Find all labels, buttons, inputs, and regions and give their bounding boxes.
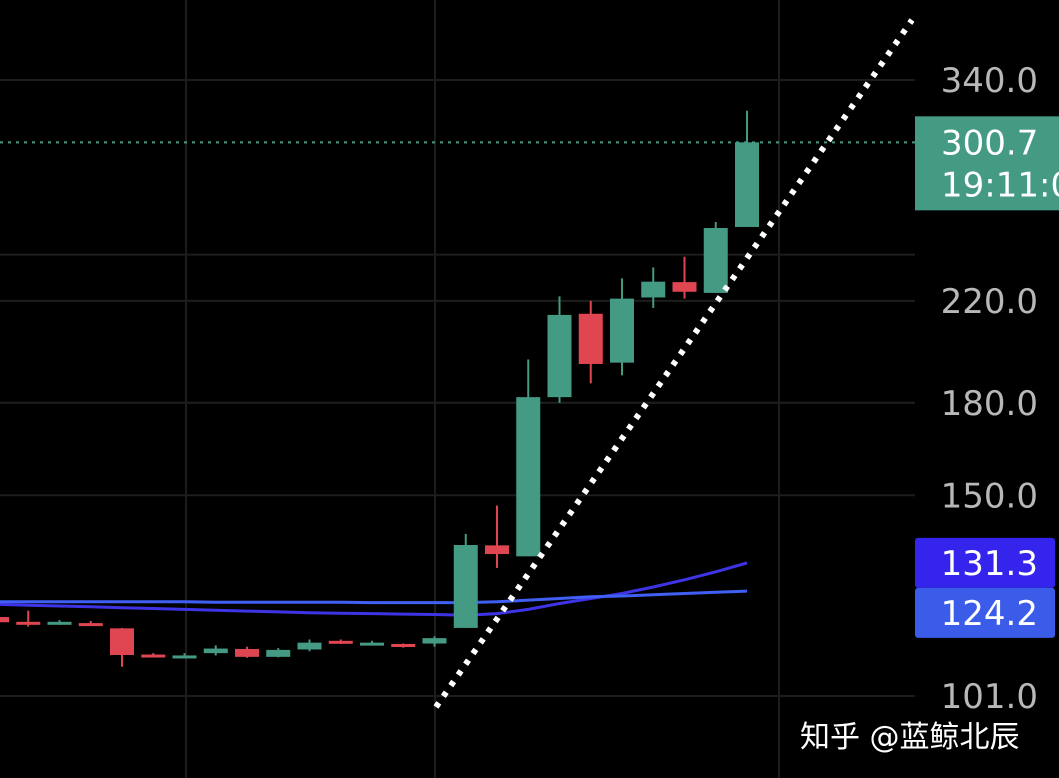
last-price-badge-bg bbox=[915, 116, 1059, 211]
candle-15 bbox=[453, 533, 478, 628]
candle-11 bbox=[328, 639, 353, 644]
candle-body bbox=[360, 642, 384, 646]
candle-24 bbox=[735, 110, 759, 227]
candle-16 bbox=[485, 505, 509, 568]
candle-5 bbox=[141, 653, 166, 658]
candle-body bbox=[516, 397, 541, 557]
moving-average-lines bbox=[0, 561, 748, 617]
candle-9 bbox=[266, 648, 291, 658]
moving-average-line-1 bbox=[0, 589, 748, 605]
candle-17 bbox=[516, 359, 541, 557]
moving-average-line-0 bbox=[0, 561, 748, 617]
candle-body bbox=[578, 313, 603, 364]
ma-badge-0: 131.3 bbox=[915, 537, 1055, 588]
candle-body bbox=[453, 545, 478, 628]
candle-body bbox=[328, 640, 353, 644]
candle-22 bbox=[672, 256, 697, 299]
candle-body bbox=[16, 621, 41, 625]
grid bbox=[0, 0, 915, 778]
ma-badge-bg bbox=[915, 587, 1055, 638]
candle-13 bbox=[391, 643, 416, 648]
candle-6 bbox=[172, 653, 197, 659]
candle-body bbox=[485, 545, 509, 555]
candle-body bbox=[641, 281, 666, 298]
candle-body bbox=[297, 642, 322, 650]
y-tick-label: 340.0 bbox=[941, 61, 1038, 101]
candle-body bbox=[703, 227, 728, 293]
watermark: 知乎 @蓝鲸北辰 bbox=[800, 720, 1020, 755]
candle-body bbox=[391, 643, 416, 647]
last-price-badge: 300.719:11:0 bbox=[915, 116, 1059, 211]
candle-21 bbox=[641, 267, 666, 308]
candle-body bbox=[547, 314, 572, 398]
y-tick-label: 101.0 bbox=[941, 677, 1038, 717]
trend-line bbox=[433, 18, 915, 709]
candle-body bbox=[78, 623, 103, 627]
candles bbox=[0, 110, 759, 667]
y-tick-label: 180.0 bbox=[941, 384, 1038, 424]
candle-19 bbox=[578, 300, 603, 384]
last-price-value: 300.7 bbox=[941, 123, 1038, 163]
y-tick-label: 220.0 bbox=[941, 282, 1038, 322]
y-axis-labels: 340.0 220.0 180.0 150.0 101.0 bbox=[941, 61, 1038, 717]
candle-body bbox=[47, 621, 72, 625]
ma-badge-value: 131.3 bbox=[941, 544, 1038, 584]
candle-body bbox=[610, 298, 634, 363]
candle-4 bbox=[110, 627, 134, 667]
candle-body bbox=[735, 142, 759, 227]
candle-body bbox=[141, 654, 166, 658]
candle-20 bbox=[610, 278, 634, 376]
dotted-trend-line bbox=[433, 18, 915, 709]
candle-body bbox=[110, 628, 134, 655]
candle-18 bbox=[547, 296, 572, 403]
ma-badge-value: 124.2 bbox=[941, 594, 1038, 634]
last-price-time: 19:11:0 bbox=[941, 165, 1059, 205]
candle-1 bbox=[16, 610, 41, 627]
candle-14 bbox=[422, 636, 447, 647]
candle-8 bbox=[235, 646, 259, 658]
candle-body bbox=[422, 638, 447, 644]
candle-body bbox=[0, 617, 9, 623]
candle-body bbox=[203, 648, 228, 654]
candle-10 bbox=[297, 639, 322, 652]
y-tick-label: 150.0 bbox=[941, 476, 1038, 516]
candle-body bbox=[172, 655, 197, 659]
candle-body bbox=[266, 649, 291, 657]
candle-body bbox=[235, 649, 259, 657]
candle-0 bbox=[0, 617, 9, 623]
candle-12 bbox=[360, 640, 384, 646]
ma-badge-1: 124.2 bbox=[915, 587, 1055, 638]
candle-body bbox=[672, 282, 697, 292]
candle-7 bbox=[203, 645, 228, 656]
ma-badge-bg bbox=[915, 537, 1055, 588]
candle-2 bbox=[47, 620, 72, 625]
candle-23 bbox=[703, 222, 728, 293]
candle-3 bbox=[78, 620, 103, 627]
price-badges: 300.719:11:0 131.3 124.2 bbox=[915, 116, 1059, 638]
